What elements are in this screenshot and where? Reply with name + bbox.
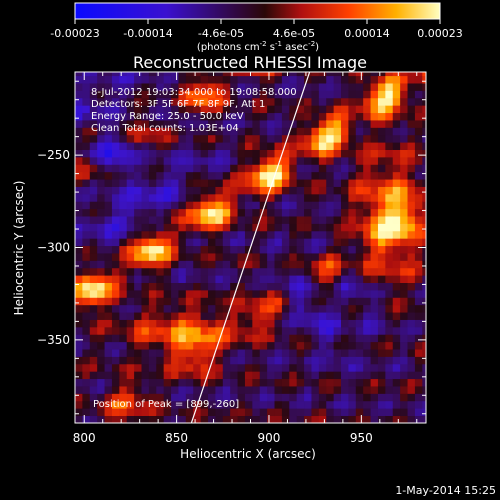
colorbar-ticks bbox=[74, 19, 441, 24]
unit-mid: s bbox=[267, 42, 275, 53]
y-tick-label: −350 bbox=[37, 333, 70, 347]
x-tick-label: 850 bbox=[165, 431, 188, 445]
x-tick-label: 900 bbox=[258, 431, 281, 445]
annotation-energy: Energy Range: 25.0 - 50.0 keV bbox=[91, 111, 244, 122]
colorbar-tick-labels: -0.00023 -0.00014 -4.6e-05 4.6e-05 0.000… bbox=[50, 27, 462, 40]
colorbar-tick-label: 0.00023 bbox=[417, 27, 463, 40]
annotation-detectors: Detectors: 3F 5F 6F 7F 8F 9F, Att 1 bbox=[91, 99, 265, 110]
colorbar: -0.00023 -0.00014 -4.6e-05 4.6e-05 0.000… bbox=[50, 2, 463, 53]
chart-title: Reconstructed RHESSI Image bbox=[133, 53, 367, 72]
colorbar-tick-label: 0.00014 bbox=[344, 27, 390, 40]
x-tick-label: 950 bbox=[350, 431, 373, 445]
unit-mid2: asec bbox=[282, 42, 308, 53]
peak-position-label: Position of Peak = [899,-260] bbox=[93, 399, 239, 410]
y-axis-label: Heliocentric Y (arcsec) bbox=[12, 181, 26, 316]
colorbar-gradient bbox=[74, 2, 441, 20]
unit-sup1: -2 bbox=[260, 40, 267, 48]
colorbar-tick-label: -4.6e-05 bbox=[198, 27, 244, 40]
annotation-time: 8-Jul-2012 19:03:34.000 to 19:08:58.000 bbox=[91, 87, 297, 98]
footer-date: 1-May-2014 15:25 bbox=[395, 484, 496, 497]
y-tick-labels: −250 −300 −350 bbox=[37, 148, 70, 347]
unit-sup2: -1 bbox=[275, 40, 282, 48]
y-tick-label: −300 bbox=[37, 241, 70, 255]
colorbar-tick-label: -0.00014 bbox=[123, 27, 172, 40]
annotation-clean: Clean Total counts: 1.03E+04 bbox=[91, 123, 239, 134]
unit-prefix: (photons cm bbox=[197, 42, 260, 53]
x-tick-label: 800 bbox=[73, 431, 96, 445]
colorbar-unit: (photons cm-2 s-1 asec-2) bbox=[197, 40, 319, 53]
solar-limb-line bbox=[190, 72, 311, 423]
annotation-block: 8-Jul-2012 19:03:34.000 to 19:08:58.000 … bbox=[91, 87, 297, 134]
axis-ticks bbox=[75, 72, 426, 423]
unit-suffix: ) bbox=[315, 42, 319, 53]
y-tick-label: −250 bbox=[37, 148, 70, 162]
x-tick-labels: 800 850 900 950 bbox=[73, 431, 373, 445]
colorbar-tick-label: 4.6e-05 bbox=[273, 27, 315, 40]
unit-sup3: -2 bbox=[308, 40, 315, 48]
colorbar-tick-label: -0.00023 bbox=[50, 27, 99, 40]
x-axis-label: Heliocentric X (arcsec) bbox=[180, 447, 316, 461]
